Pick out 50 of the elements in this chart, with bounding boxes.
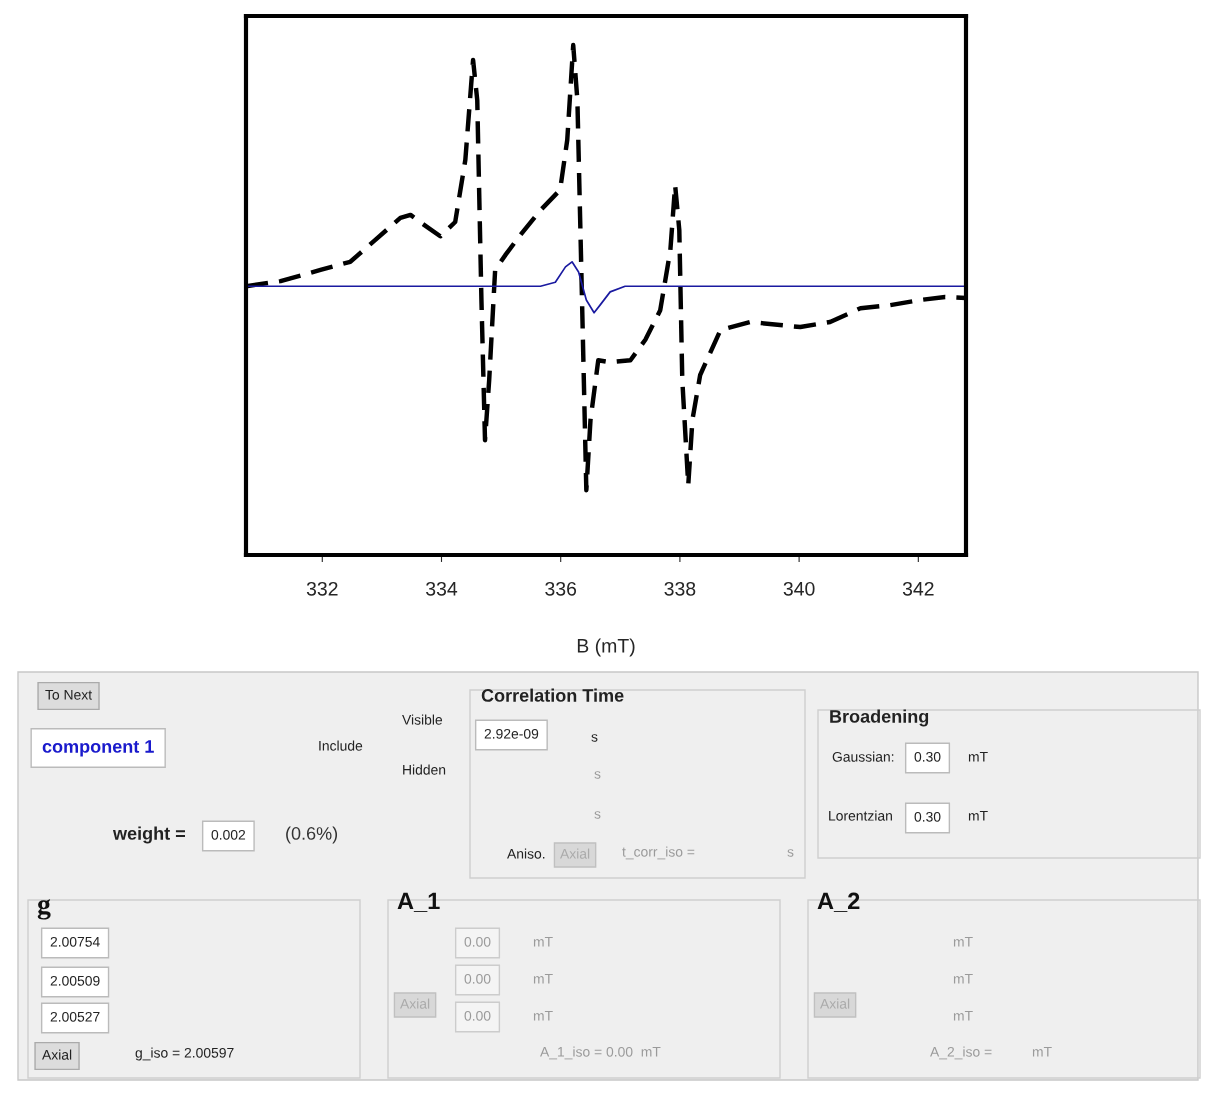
text: (0.6%) (286, 826, 338, 844)
text: component 1 (42, 740, 154, 757)
text: mT (533, 974, 553, 984)
text: 2.00527 (50, 1011, 100, 1022)
text: Include (319, 740, 363, 751)
x-tick-label: 332 (306, 581, 338, 596)
text: Correlation Time (481, 688, 624, 702)
text: A_2_iso = (930, 1046, 992, 1060)
text: 0.00 (464, 1010, 491, 1021)
text: mT (1032, 1047, 1052, 1057)
text: g (37, 899, 51, 920)
x-tick-label: 340 (783, 581, 815, 596)
text: 2.00509 (50, 975, 100, 986)
x-tick-label: 336 (545, 581, 577, 596)
text: Broadening (830, 709, 929, 727)
text: A_1 (397, 892, 440, 912)
text: mT (968, 752, 988, 762)
text: g_iso = 2.00597 (135, 1047, 234, 1061)
text: Axial (42, 1049, 72, 1060)
text: mT (953, 937, 973, 947)
text: s (787, 849, 794, 857)
text: s (594, 811, 601, 819)
text: 2.92e-09 (484, 728, 539, 739)
x-tick-label: 338 (664, 581, 696, 596)
text: 2.00754 (50, 936, 100, 947)
text: mT (953, 974, 973, 984)
text: s (591, 734, 598, 742)
text: s (594, 771, 601, 779)
text: Hidden (403, 764, 446, 775)
text: Lorentzian (829, 810, 892, 821)
text: 0.30 (914, 751, 941, 762)
text: A_1_iso = 0.00 mT (540, 1046, 661, 1060)
text: Gaussian: (832, 751, 894, 762)
text: Aniso. (507, 848, 545, 859)
text: To Next (45, 690, 92, 700)
text: mT (533, 937, 553, 947)
text: 0.30 (914, 811, 941, 822)
text: mT (533, 1011, 553, 1021)
text: 0.002 (211, 829, 246, 840)
text: mT (968, 811, 988, 821)
x-tick-label: 334 (426, 581, 458, 596)
text: Visible (402, 714, 443, 725)
text: weight = (112, 826, 185, 844)
x-axis-title: B (mT) (577, 638, 635, 657)
text: A_2 (817, 892, 860, 912)
text: t_corr_iso = (622, 846, 695, 860)
text: 0.00 (464, 973, 491, 984)
text: 0.00 (464, 936, 491, 947)
x-tick-label: 342 (902, 581, 934, 596)
text: mT (953, 1011, 973, 1021)
